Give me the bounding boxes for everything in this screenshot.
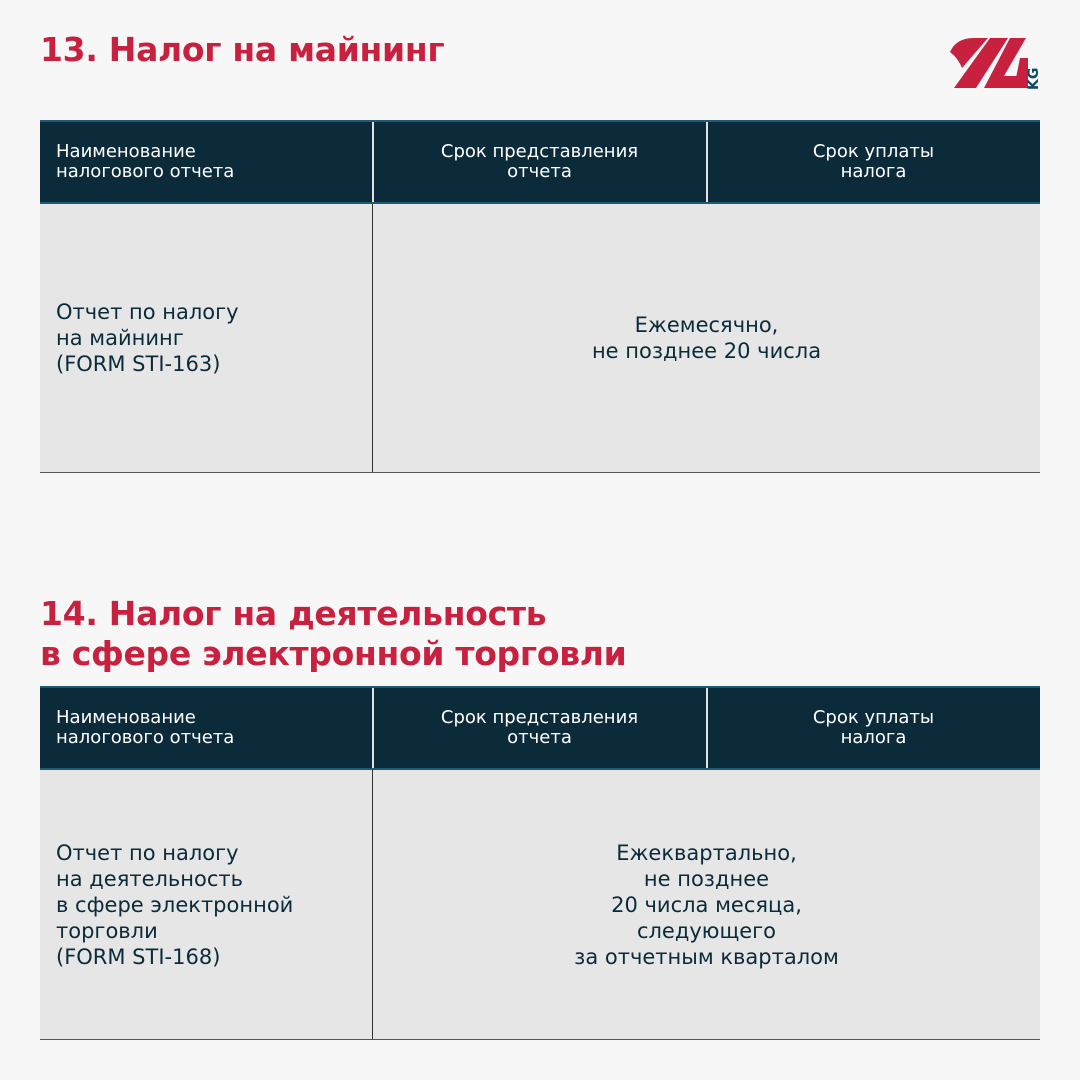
section-14-title: 14. Налог на деятельность в сфере электр… [40, 594, 627, 673]
ecommerce-tax-table: Наименование налогового отчета Срок пред… [40, 686, 1040, 1040]
mining-tax-table: Наименование налогового отчета Срок пред… [40, 120, 1040, 473]
table-row: Отчет по налогу на деятельность в сфере … [40, 770, 1040, 1040]
deadline-cell: Ежемесячно, не позднее 20 числа [591, 313, 822, 363]
report-name-cell: Отчет по налогу на майнинг (FORM STI-163… [56, 300, 239, 376]
column-divider [706, 122, 708, 202]
table-header: Наименование налогового отчета Срок пред… [40, 120, 1040, 204]
table-row: Отчет по налогу на майнинг (FORM STI-163… [40, 204, 1040, 473]
column-divider [372, 688, 374, 768]
section-13-title: 13. Налог на майнинг [40, 30, 445, 69]
column-divider [372, 122, 374, 202]
header-payment-deadline: Срок уплаты налога [812, 707, 935, 748]
header-payment-deadline: Срок уплаты налога [812, 141, 935, 182]
header-submission-deadline: Срок представления отчета [440, 707, 639, 748]
deadline-cell: Ежеквартально, не позднее 20 числа месяц… [574, 840, 839, 969]
table-header: Наименование налогового отчета Срок пред… [40, 686, 1040, 770]
column-divider [372, 770, 373, 1039]
column-divider [706, 688, 708, 768]
header-report-name: Наименование налогового отчета [56, 707, 235, 748]
svg-text:KG: KG [1026, 68, 1042, 90]
report-name-cell: Отчет по налогу на деятельность в сфере … [56, 840, 294, 969]
header-report-name: Наименование налогового отчета [56, 141, 235, 182]
column-divider [372, 204, 373, 472]
logo-24kg: KG [948, 36, 1043, 96]
header-submission-deadline: Срок представления отчета [440, 141, 639, 182]
